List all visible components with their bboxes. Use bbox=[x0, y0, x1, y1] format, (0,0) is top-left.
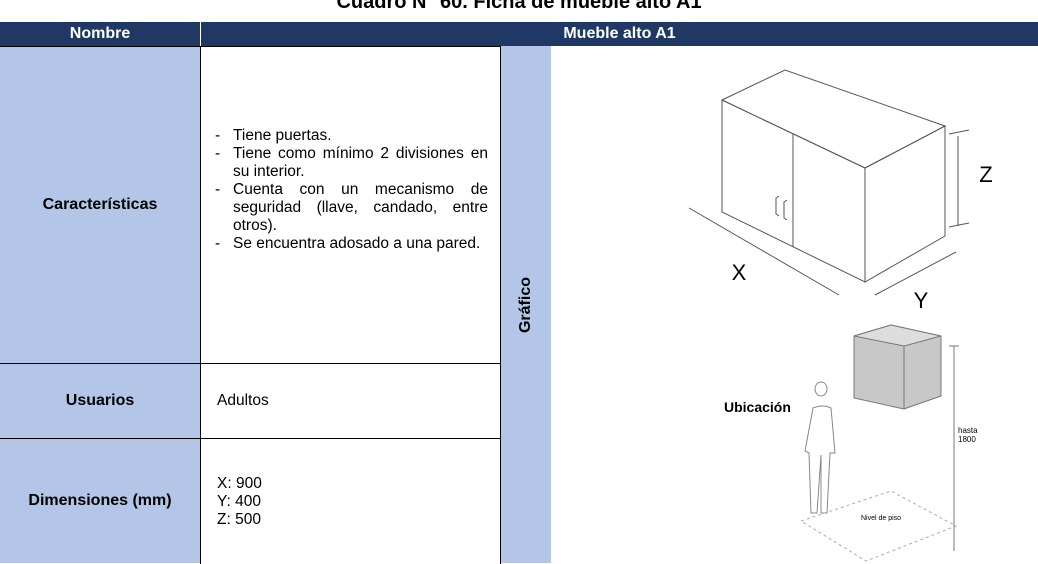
list-item: X: 900 bbox=[217, 474, 262, 492]
list-item: Y: 400 bbox=[217, 492, 261, 510]
list-item: Adultos bbox=[217, 392, 269, 409]
location-drawing bbox=[799, 324, 959, 562]
dimension-label: Z bbox=[979, 162, 992, 187]
list-item: Tiene puertas. bbox=[215, 127, 488, 145]
list-item: Z: 500 bbox=[217, 510, 261, 528]
graphic-label: Gráfico bbox=[517, 276, 535, 333]
dimension-label: Y bbox=[914, 288, 929, 313]
height-label: hasta bbox=[958, 426, 978, 435]
row-label: Características bbox=[0, 46, 200, 363]
graphic-column: Gráfico bbox=[501, 46, 551, 563]
header-name-value: Mueble alto A1 bbox=[200, 22, 1038, 46]
row-content: X: 900 Y: 400 Z: 500 bbox=[200, 438, 501, 564]
cabinet-drawing bbox=[688, 69, 970, 296]
row-content: Tiene puertas. Tiene como mínimo 2 divis… bbox=[200, 46, 501, 364]
list-item: Tiene como mínimo 2 divisiones en su int… bbox=[215, 145, 488, 181]
title: Cuadro N° 60. Ficha de mueble alto A1 bbox=[336, 0, 702, 13]
row-label: Usuarios bbox=[0, 363, 200, 438]
figure: X Y Z Ubicación hasta 1800 Nivel de piso bbox=[688, 69, 993, 562]
list-item: Se encuentra adosado a una pared. bbox=[215, 235, 488, 253]
row-content: Adultos bbox=[200, 363, 501, 439]
height-label: 1800 bbox=[958, 435, 976, 444]
floor-label: Nivel de piso bbox=[861, 515, 901, 522]
row-label: Dimensiones (mm) bbox=[0, 438, 200, 563]
location-label: Ubicación bbox=[724, 399, 791, 415]
list-item: Cuenta con un mecanismo de seguridad (ll… bbox=[215, 181, 488, 235]
dimension-label: X bbox=[732, 260, 747, 285]
header-name-label: Nombre bbox=[0, 22, 200, 46]
